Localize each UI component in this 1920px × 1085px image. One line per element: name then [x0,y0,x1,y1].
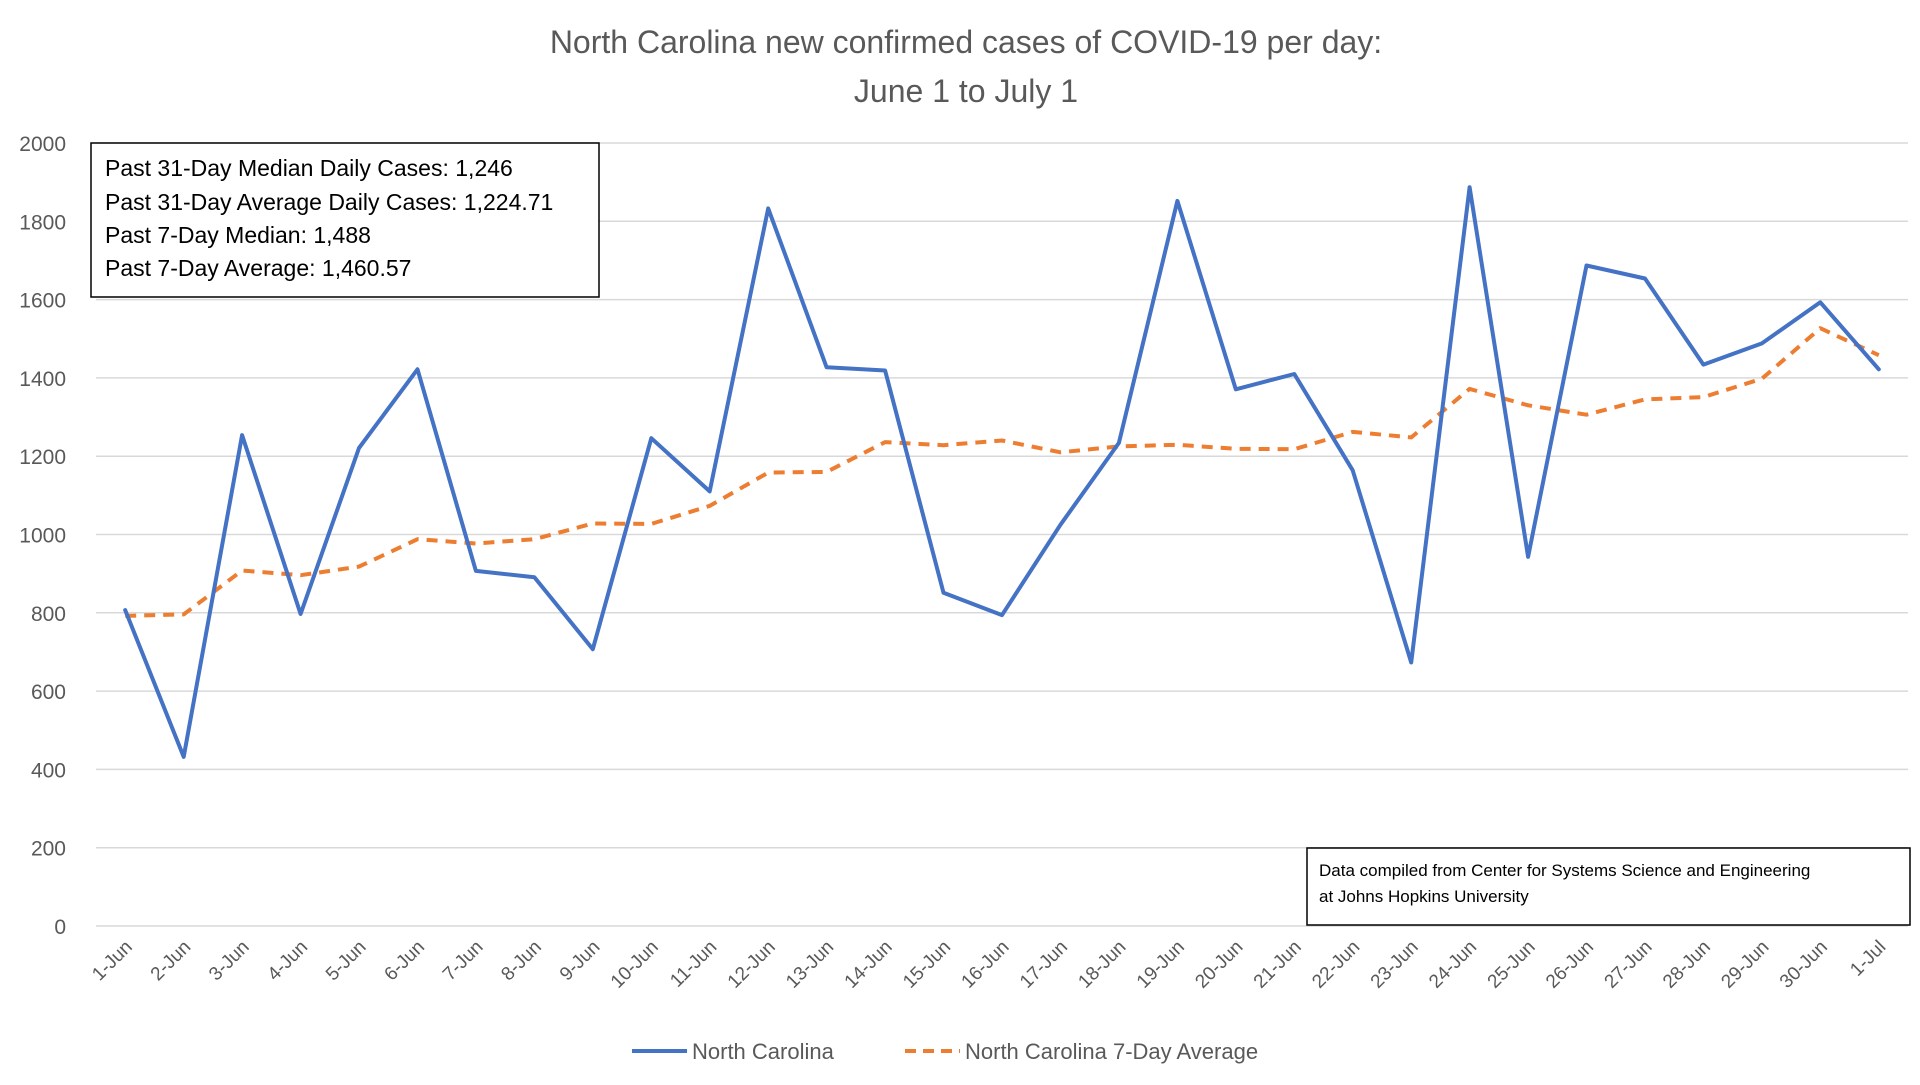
chart-title-line-1: North Carolina new confirmed cases of CO… [550,24,1382,60]
x-tick-label: 20-Jun [1191,937,1247,993]
x-tick-label: 25-Jun [1484,937,1540,993]
series-lines [123,185,1881,759]
legend-item-7-day-average[interactable]: North Carolina 7-Day Average [905,1039,1258,1064]
y-tick-label: 400 [31,759,66,782]
x-tick-label: 19-Jun [1133,937,1189,993]
y-tick-label: 1200 [19,446,66,469]
y-tick-label: 800 [31,603,66,626]
stats-line-3: Past 7-Day Median: 1,488 [105,222,371,248]
x-tick-label: 16-Jun [958,937,1014,993]
x-tick-label: 9-Jun [556,937,604,985]
y-tick-label: 1800 [19,211,66,234]
x-axis: 1-Jun 2-Jun 3-Jun 4-Jun 5-Jun 6-Jun 7-Jun 8-Jun… [88,937,1890,993]
x-tick-label: 10-Jun [607,937,663,993]
x-tick-label: 17-Jun [1016,937,1072,993]
x-tick-label: 11-Jun [666,937,721,992]
x-tick-label: 5-Jun [322,937,370,985]
x-tick-label: 7-Jun [439,937,487,985]
y-tick-label: 1000 [19,525,66,548]
source-line-1: Data compiled from Center for Systems Sc… [1319,861,1810,880]
legend-label-7-day-average: North Carolina 7-Day Average [965,1039,1258,1064]
x-tick-label: 22-Jun [1308,937,1364,993]
x-tick-label: 24-Jun [1425,937,1481,993]
x-tick-label: 6-Jun [381,937,429,985]
x-tick-label: 1-Jul [1846,937,1890,981]
x-tick-label: 4-Jun [264,937,312,985]
x-tick-label: 3-Jun [205,937,253,985]
stats-annotation-box: Past 31-Day Median Daily Cases: 1,246 Pa… [90,142,600,298]
x-tick-label: 1-Jun [88,937,136,985]
series-line-1 [125,326,1880,618]
stats-line-2: Past 31-Day Average Daily Cases: 1,224.7… [105,189,553,215]
source-line-2: at Johns Hopkins University [1319,887,1529,906]
y-tick-label: 200 [31,838,66,861]
x-tick-label: 18-Jun [1075,937,1131,993]
x-tick-label: 28-Jun [1659,937,1715,993]
y-tick-label: 2000 [19,133,66,156]
source-box-border [1306,847,1911,926]
legend-item-north-carolina[interactable]: North Carolina [632,1039,835,1064]
x-tick-label: 26-Jun [1542,937,1598,993]
x-tick-label: 2-Jun [147,937,195,985]
chart-title: North Carolina new confirmed cases of CO… [550,24,1382,109]
y-axis: 0 200 400 600 800 1000 1200 1400 1600 1800 2000 [19,133,66,939]
x-tick-label: 15-Jun [899,937,955,993]
x-tick-label: 21-Jun [1250,937,1306,993]
x-tick-label: 23-Jun [1367,937,1423,993]
y-tick-label: 1400 [19,368,66,391]
y-tick-label: 0 [54,916,66,939]
x-tick-label: 13-Jun [782,937,838,993]
x-tick-label: 30-Jun [1776,937,1832,993]
stats-box-border [90,142,600,298]
legend: North Carolina North Carolina 7-Day Aver… [632,1039,1258,1064]
x-tick-label: 14-Jun [841,937,897,993]
stats-line-4: Past 7-Day Average: 1,460.57 [105,255,411,281]
y-tick-label: 600 [31,681,66,704]
source-annotation-box: Data compiled from Center for Systems Sc… [1306,847,1911,926]
stats-line-1: Past 31-Day Median Daily Cases: 1,246 [105,155,513,181]
legend-label-north-carolina: North Carolina [692,1039,835,1064]
y-tick-label: 1600 [19,290,66,313]
series-line-0 [123,185,1881,759]
chart-title-line-2: June 1 to July 1 [854,73,1078,109]
x-tick-label: 12-Jun [724,937,780,993]
x-tick-label: 8-Jun [497,937,545,985]
x-tick-label: 27-Jun [1601,937,1657,993]
x-tick-label: 29-Jun [1717,937,1773,993]
